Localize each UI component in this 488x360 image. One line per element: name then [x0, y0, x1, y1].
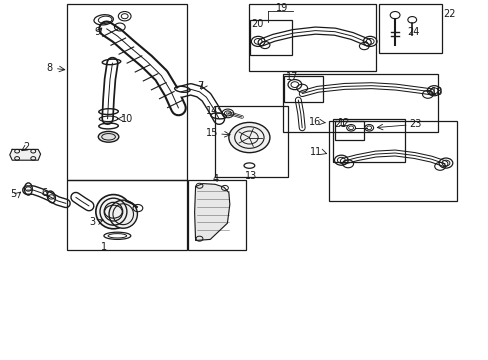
Text: 23: 23: [408, 119, 421, 129]
Ellipse shape: [96, 194, 131, 229]
Text: 11: 11: [309, 147, 321, 157]
Text: 4: 4: [212, 174, 218, 184]
Circle shape: [228, 122, 269, 153]
Text: 22: 22: [443, 9, 455, 19]
Text: 9: 9: [94, 27, 100, 37]
Text: 16: 16: [308, 117, 320, 127]
Text: 2: 2: [23, 142, 29, 152]
Text: 17: 17: [285, 72, 298, 82]
Text: 24: 24: [406, 27, 418, 37]
Polygon shape: [10, 149, 41, 160]
Bar: [215, 106, 287, 177]
Text: 8: 8: [46, 63, 53, 73]
Ellipse shape: [98, 131, 119, 142]
Polygon shape: [194, 184, 229, 240]
Text: 5: 5: [11, 189, 17, 199]
Text: 13: 13: [244, 171, 257, 181]
Text: 21: 21: [334, 119, 346, 129]
Text: 6: 6: [41, 188, 47, 198]
Text: 19: 19: [275, 3, 287, 13]
Bar: [282, 74, 437, 132]
Bar: [328, 121, 456, 201]
Text: 1: 1: [101, 242, 107, 252]
Bar: [284, 76, 323, 102]
Text: 20: 20: [251, 19, 263, 30]
Text: 18: 18: [430, 87, 443, 97]
Bar: [378, 4, 441, 53]
Text: 10: 10: [121, 114, 133, 124]
Bar: [332, 119, 404, 162]
Text: 12: 12: [338, 118, 350, 128]
Bar: [67, 180, 187, 250]
Text: 7: 7: [197, 81, 203, 91]
Text: 14: 14: [206, 106, 218, 116]
Bar: [250, 20, 291, 55]
Bar: [67, 4, 187, 180]
Text: 15: 15: [206, 128, 218, 138]
Text: 3: 3: [89, 217, 96, 228]
Bar: [249, 4, 375, 71]
Ellipse shape: [109, 200, 137, 228]
Bar: [188, 180, 245, 250]
Bar: [335, 121, 363, 140]
